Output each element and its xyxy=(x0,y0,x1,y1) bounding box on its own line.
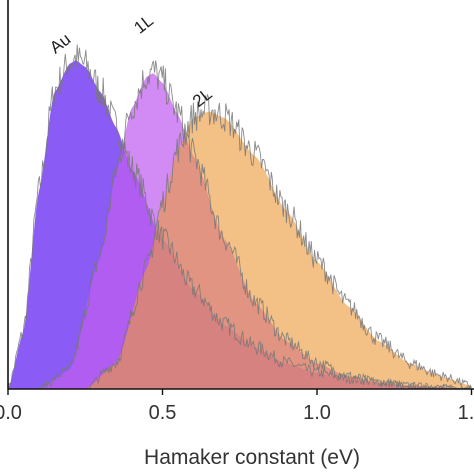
x-tick-label: 1.0 xyxy=(303,402,331,424)
histogram-noise-outlines xyxy=(8,44,472,389)
noise-1l xyxy=(38,60,472,389)
x-axis-title: Hamaker constant (eV) xyxy=(144,446,360,469)
peak-label-1l: 1L xyxy=(130,11,157,38)
x-tick-label: 0.5 xyxy=(149,402,177,424)
x-axis-ticks xyxy=(7,389,473,395)
x-tick-label: 1.5 xyxy=(458,402,474,424)
noise-2l xyxy=(85,93,472,389)
peak-label-au: Au xyxy=(46,29,74,57)
distribution-areas xyxy=(8,60,472,389)
area-2l xyxy=(85,111,472,389)
noise-au xyxy=(8,44,471,389)
x-tick-label: 0.0 xyxy=(0,402,22,424)
x-axis-tick-labels: 0.0 0.5 1.0 1.5 xyxy=(0,402,474,424)
